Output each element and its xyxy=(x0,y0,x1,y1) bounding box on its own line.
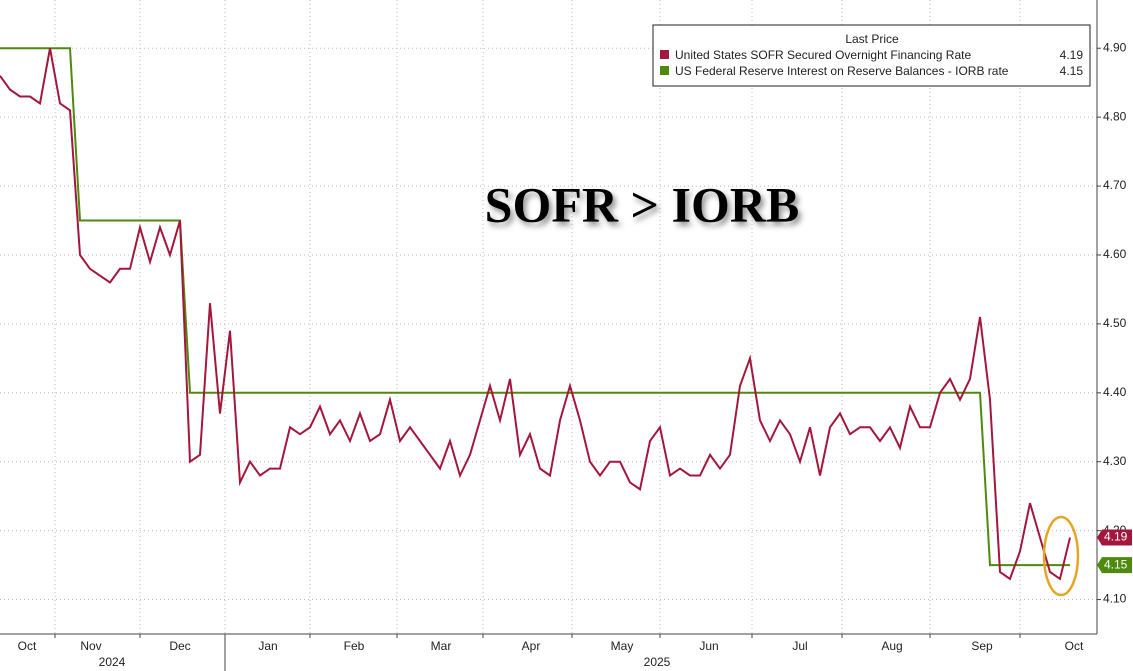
year-label: 2025 xyxy=(644,655,671,669)
y-tick-label: 4.70 xyxy=(1103,178,1127,192)
x-tick-label: Apr xyxy=(522,639,541,653)
series-line xyxy=(0,48,1071,581)
legend-box xyxy=(652,24,1091,87)
last-price-tag xyxy=(1097,557,1132,574)
y-tick-label: 4.60 xyxy=(1103,247,1127,261)
y-tick-label: 4.30 xyxy=(1103,454,1127,468)
last-price-label: 4.15 xyxy=(1104,557,1128,571)
y-tick-label: 4.90 xyxy=(1103,40,1127,54)
y-tick-label: 4.10 xyxy=(1103,592,1127,606)
last-price-tag xyxy=(1097,529,1132,546)
legend-swatch xyxy=(660,50,669,59)
y-tick-label: 4.40 xyxy=(1103,385,1127,399)
x-tick-label: Feb xyxy=(344,639,365,653)
series-line xyxy=(0,47,1070,567)
annotation: SOFR > IORB xyxy=(485,176,800,232)
x-tick-label: Nov xyxy=(80,639,101,653)
x-tick-label: May xyxy=(611,639,634,653)
legend-value: 4.15 xyxy=(1060,64,1084,78)
legend-title: Last Price xyxy=(845,32,899,46)
x-tick-label: Oct xyxy=(18,639,37,653)
x-tick-label: Oct xyxy=(1065,639,1084,653)
legend-swatch xyxy=(660,66,669,75)
y-tick-label: 4.50 xyxy=(1103,316,1127,330)
last-price-label: 4.19 xyxy=(1104,530,1128,544)
lines xyxy=(0,47,1071,581)
x-tick-label: Jul xyxy=(792,639,807,653)
legend-label: United States SOFR Secured Overnight Fin… xyxy=(675,48,971,62)
legend-value: 4.19 xyxy=(1060,48,1084,62)
x-tick-label: Mar xyxy=(431,639,452,653)
y-tick-label: 4.80 xyxy=(1103,109,1127,123)
year-label: 2024 xyxy=(99,655,126,669)
x-tick-label: Aug xyxy=(881,639,902,653)
x-tick-label: Jun xyxy=(699,639,718,653)
legend: Last Price United States SOFR Secured Ov… xyxy=(652,24,1091,87)
highlight-ellipse xyxy=(1042,515,1080,597)
x-tick-label: Jan xyxy=(258,639,277,653)
legend-label: US Federal Reserve Interest on Reserve B… xyxy=(675,64,1009,78)
x-tick-label: Dec xyxy=(169,639,190,653)
x-tick-label: Sep xyxy=(971,639,993,653)
